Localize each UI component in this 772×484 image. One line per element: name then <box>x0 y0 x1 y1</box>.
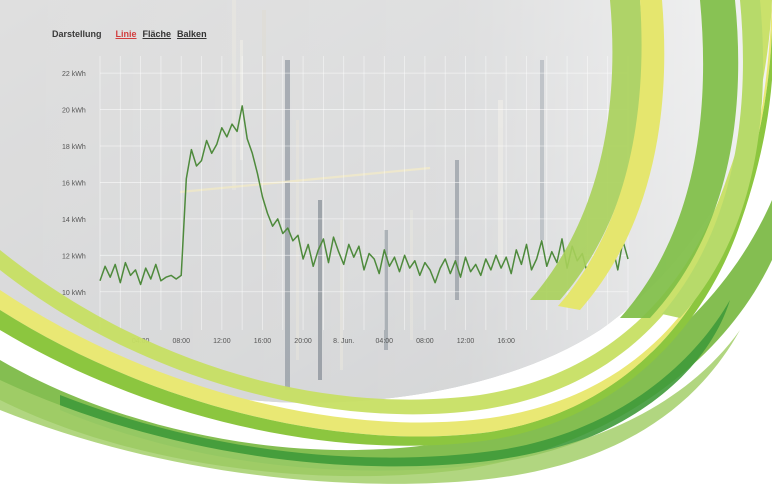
option-area[interactable]: Fläche <box>142 29 172 39</box>
y-tick-label: 22 kWh <box>62 71 86 78</box>
y-axis-ticks: 10 kWh 12 kWh 14 kWh 16 kWh 18 kWh 20 kWh 22 k… <box>62 71 86 297</box>
ribbon-right-arc-3 <box>620 0 739 318</box>
y-tick-label: 10 kWh <box>62 290 86 297</box>
y-tick-label: 16 kWh <box>62 180 86 187</box>
ribbon-right-arc-2 <box>558 0 665 310</box>
chart-display-toolbar: Darstellung Linie Fläche Balken <box>52 26 207 42</box>
ribbon-lower-light <box>0 330 740 484</box>
y-tick-label: 20 kWh <box>62 108 86 115</box>
x-tick-label: 12:00 <box>457 338 475 345</box>
y-tick-label: 18 kWh <box>62 144 86 151</box>
ribbon-right-arc-4 <box>662 0 764 318</box>
option-line[interactable]: Linie <box>115 29 137 39</box>
ribbon-right-arc-1 <box>530 0 643 300</box>
x-tick-label: 16:00 <box>497 338 515 345</box>
x-tick-label: 04:00 <box>376 338 394 345</box>
x-tick-label: 08:00 <box>416 338 434 345</box>
x-tick-label: 8. Jun. <box>333 338 354 345</box>
display-label: Darstellung <box>52 29 102 39</box>
option-bar[interactable]: Balken <box>177 29 207 39</box>
x-tick-label: 08:00 <box>172 338 190 345</box>
energy-series-line <box>99 105 629 286</box>
x-tick-label: 16:00 <box>254 338 272 345</box>
y-tick-label: 14 kWh <box>62 217 86 224</box>
x-tick-label: 12:00 <box>213 338 231 345</box>
x-tick-label: 20:00 <box>294 338 312 345</box>
y-tick-label: 12 kWh <box>62 253 86 260</box>
